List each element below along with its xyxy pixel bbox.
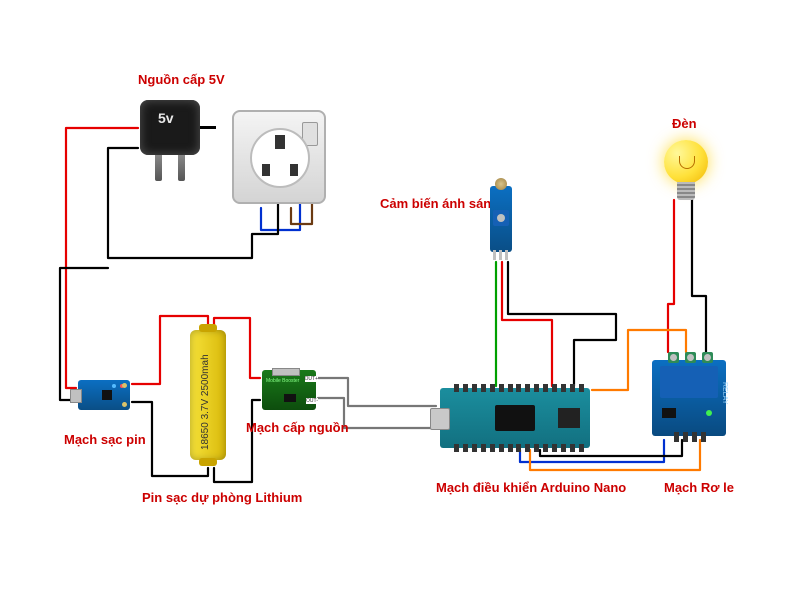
label-light-sensor: Cảm biến ánh sáng [380, 196, 499, 211]
label-boost: Mạch cấp nguồn [246, 420, 349, 435]
power-adapter: 5v [140, 100, 200, 155]
light-bulb [664, 140, 708, 200]
relay-side-text: RELAY [721, 382, 728, 404]
ldr-icon [495, 178, 507, 190]
wiring-layer [0, 0, 800, 600]
label-lamp: Đèn [672, 116, 697, 131]
wall-socket [232, 110, 326, 204]
arduino-nano-board [440, 388, 590, 448]
adapter-text: 5v [158, 110, 174, 126]
label-arduino: Mạch điều khiển Arduino Nano [436, 480, 626, 495]
boost-out-plus: OUT+ [305, 376, 318, 382]
lithium-battery: 18650 3.7V 2500mah [190, 330, 226, 460]
mini-usb-icon [430, 408, 450, 430]
boost-out-minus: OUT- [306, 398, 318, 404]
light-sensor-module [490, 186, 512, 252]
label-relay: Mạch Rơ le [664, 480, 734, 495]
boost-brand: Mobile Booster [266, 378, 299, 384]
lithium-charger-board [78, 380, 130, 410]
label-charger: Mạch sạc pin [64, 432, 146, 447]
relay-module: RELAY [652, 360, 726, 436]
boost-converter-board: Mobile Booster OUT+ OUT- [262, 370, 316, 410]
micro-usb-icon [70, 389, 82, 403]
circuit-diagram: Nguồn cấp 5V Mạch sạc pin Pin sạc dự phò… [0, 0, 800, 600]
label-power-5v: Nguồn cấp 5V [138, 72, 225, 87]
label-battery: Pin sạc dự phòng Lithium [142, 490, 302, 505]
battery-text: 18650 3.7V 2500mah [200, 354, 211, 450]
